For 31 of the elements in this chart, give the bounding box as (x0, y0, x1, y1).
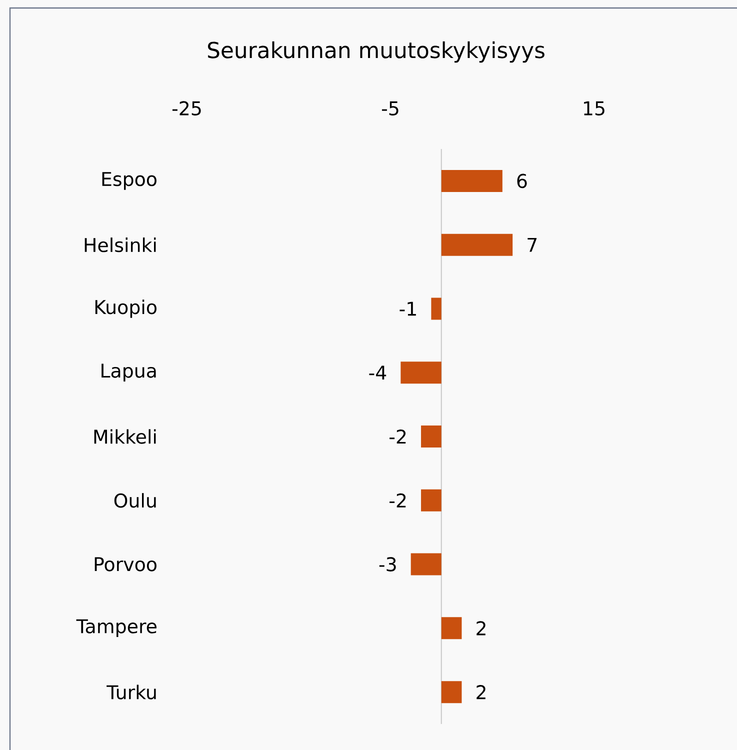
bar (421, 489, 442, 512)
bar (441, 681, 462, 704)
data-label: -1 (400, 302, 416, 316)
data-label: -2 (390, 493, 406, 508)
bar (441, 170, 502, 192)
y-tick-label: Tampere (76, 619, 156, 638)
y-tick-label: Helsinki (84, 238, 156, 252)
y-tick-label: Turku (106, 684, 156, 700)
y-tick-label: Oulu (114, 493, 156, 508)
bar (441, 617, 462, 640)
x-tick-label: 15 (584, 101, 604, 116)
data-label: 7 (528, 238, 537, 252)
x-tick-label: -5 (382, 101, 398, 116)
y-tick-label: Kuopio (95, 300, 156, 318)
bar (421, 426, 442, 448)
data-label: -3 (379, 557, 396, 572)
data-label: 2 (476, 685, 486, 700)
y-tick-label: Lapua (102, 364, 156, 382)
data-label: 6 (517, 174, 527, 188)
bar (400, 362, 442, 384)
y-tick-label: Espoo (102, 172, 156, 190)
data-label: 2 (476, 621, 486, 636)
bar (441, 234, 513, 256)
x-tick-label: -25 (172, 101, 201, 116)
data-label: -4 (369, 366, 386, 380)
y-tick-label: Porvoo (94, 557, 156, 572)
chart-title: Seurakunnan muutoskykyisyys (208, 41, 544, 63)
bar (431, 298, 442, 320)
data-label: -2 (390, 429, 406, 444)
bar (410, 553, 442, 576)
y-tick-label: Mikkeli (94, 429, 156, 444)
